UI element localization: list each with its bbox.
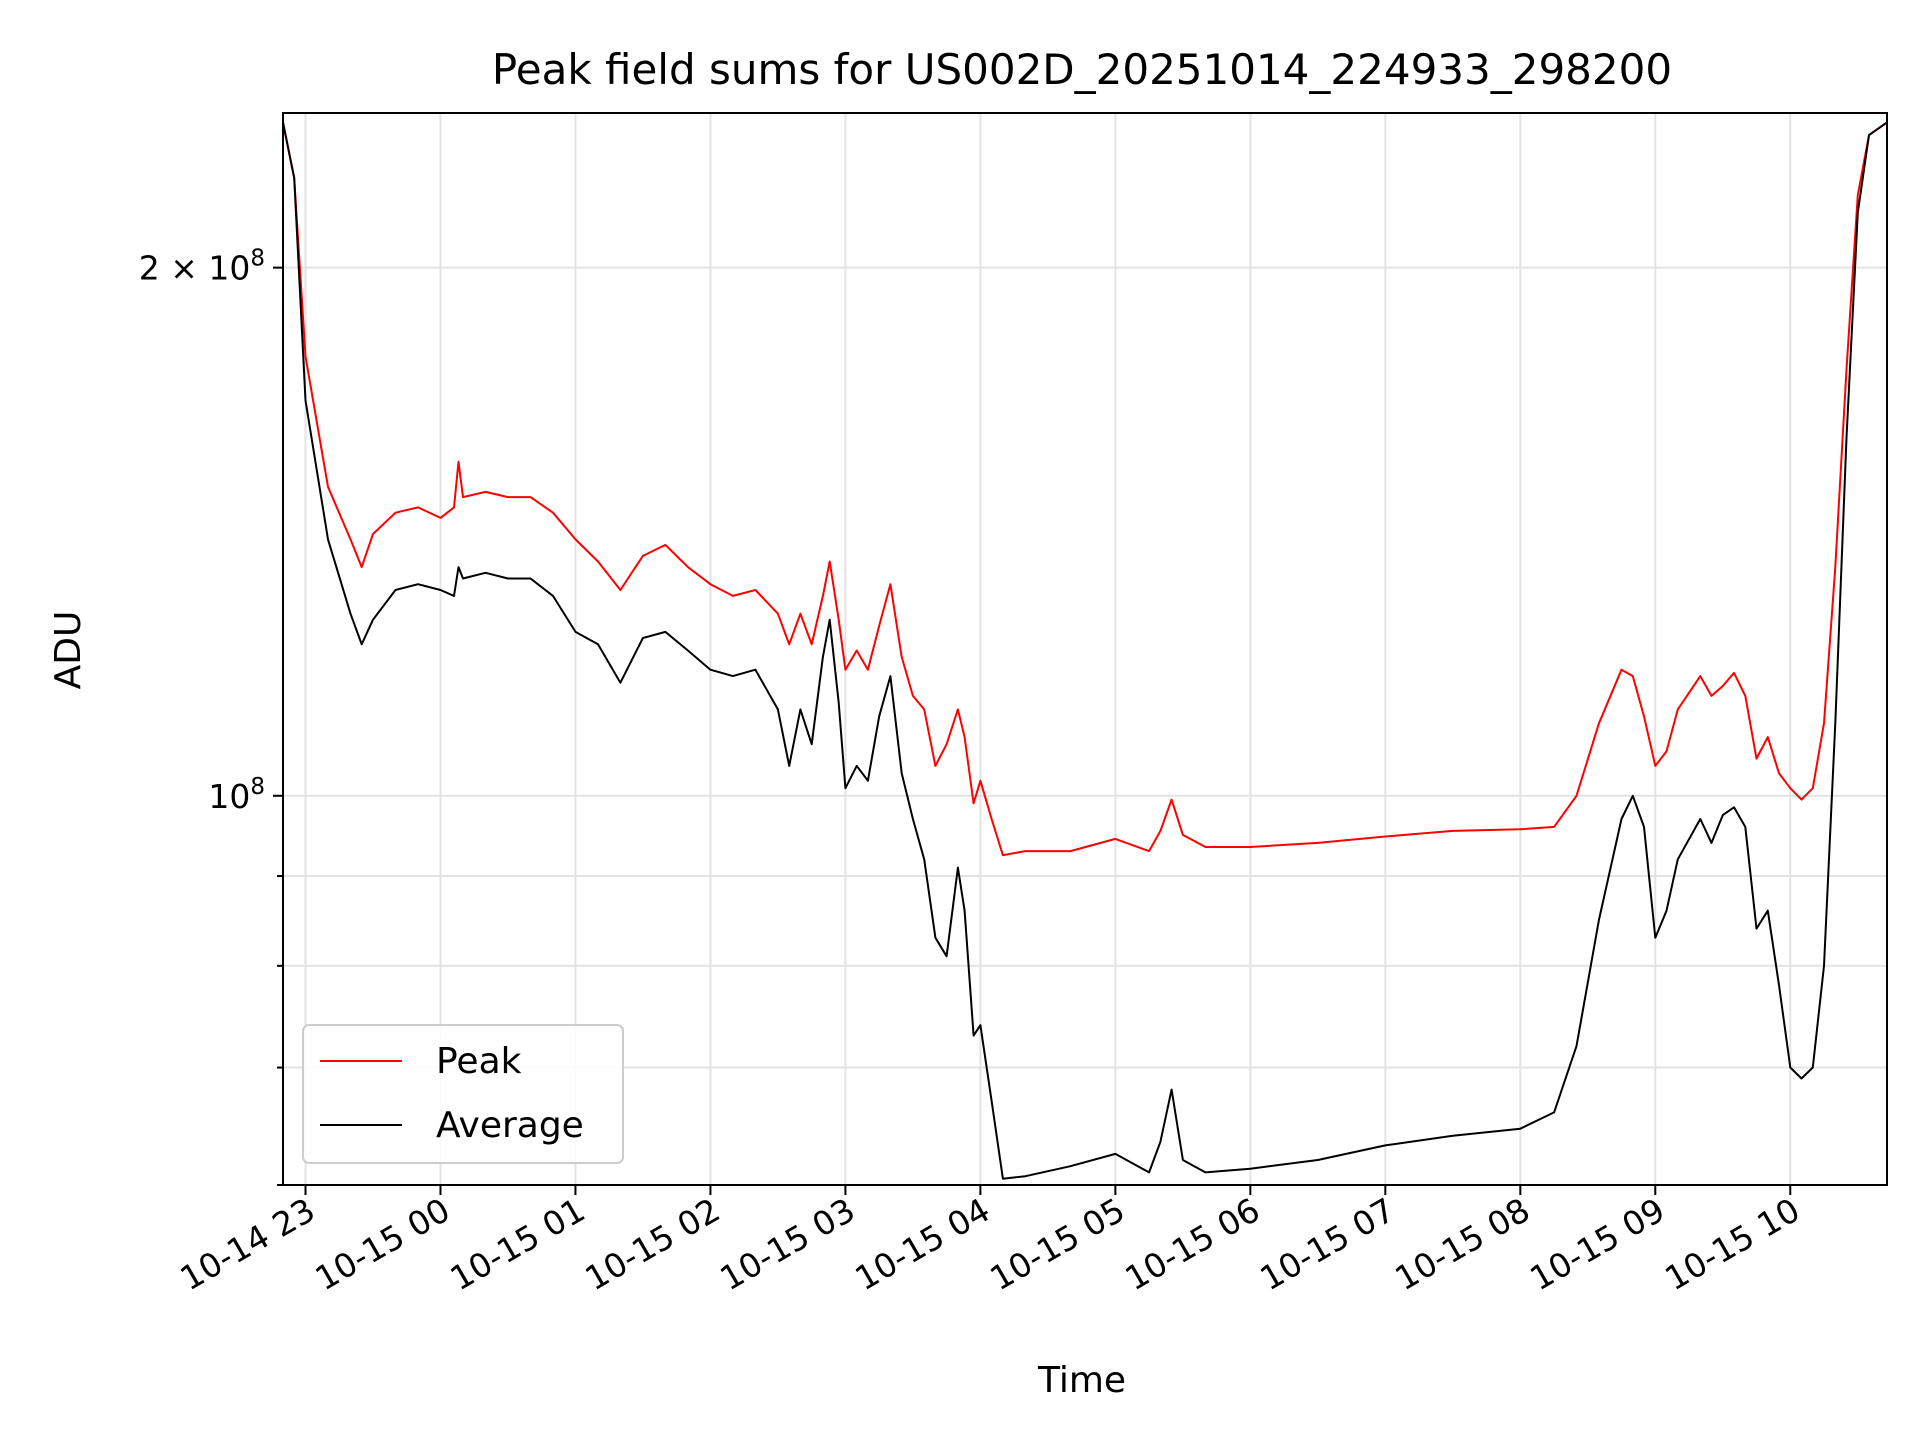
y-tick-label: 2 × 108 [139,246,265,288]
series-line-peak [282,121,1888,857]
legend-label: Peak [436,1041,522,1082]
y-tick-exponent: 8 [250,246,265,272]
y-axis-label: ADU [48,611,89,690]
chart-title: Peak field sums for US002D_20251014_2249… [492,45,1672,94]
series-line-average [282,121,1888,1180]
y-tick-base: 10 [208,777,250,816]
y-tick-label: 108 [208,774,265,816]
y-tick-multiplier: 2 × [139,249,209,288]
y-tick-base: 10 [208,249,250,288]
series-lines [282,121,1888,1180]
legend-label: Average [436,1105,584,1146]
legend-box [302,1024,624,1164]
grid [283,113,1887,1186]
legend: Peak Average [302,1024,624,1164]
y-tick-exponent: 8 [250,774,265,800]
plot-frame [282,112,1888,1186]
x-axis-label: Time [1037,1360,1126,1401]
